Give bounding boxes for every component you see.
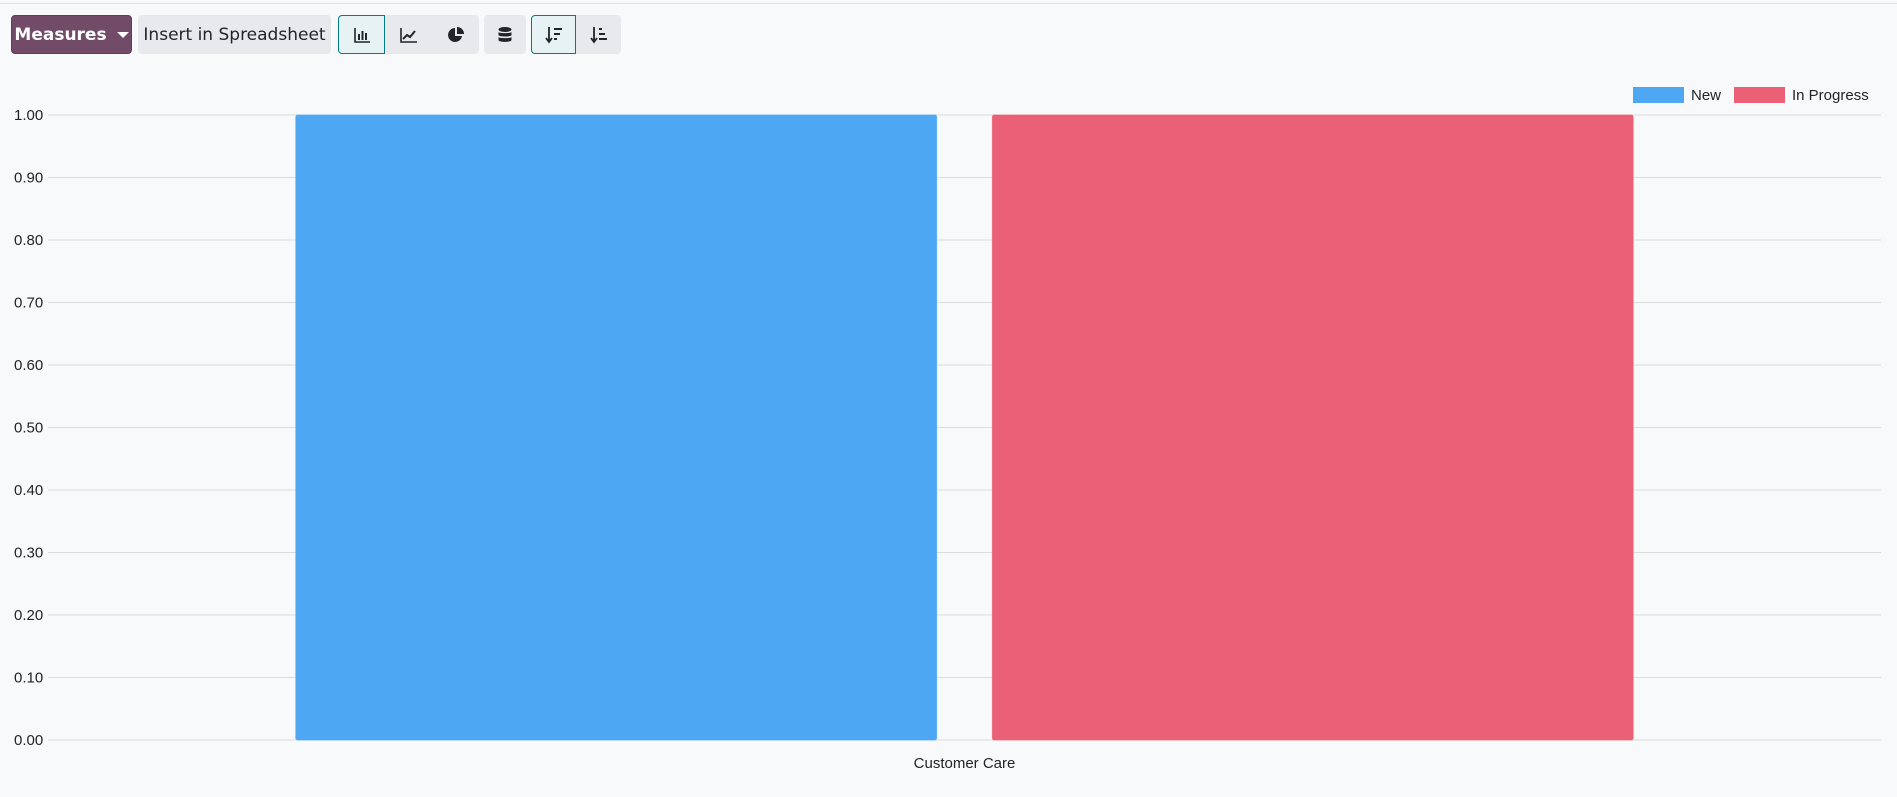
- legend-label: In Progress: [1792, 87, 1869, 104]
- y-tick-label: 0.60: [14, 357, 43, 374]
- stacked-button[interactable]: [484, 15, 526, 54]
- insert-label: Insert in Spreadsheet: [143, 24, 326, 45]
- y-tick-label: 0.80: [14, 232, 43, 249]
- sort-ascending-button[interactable]: [576, 15, 621, 54]
- caret-down-icon: [116, 31, 129, 38]
- y-tick-label: 0.10: [14, 670, 43, 687]
- y-tick-label: 0.50: [14, 420, 43, 437]
- y-tick-label: 1.00: [14, 107, 43, 124]
- sort-ascending-icon: [589, 26, 607, 43]
- sort-descending-button[interactable]: [531, 15, 576, 54]
- bar-in-progress: [991, 114, 1634, 741]
- insert-in-spreadsheet-button[interactable]: Insert in Spreadsheet: [138, 15, 331, 54]
- y-tick-label: 0.00: [14, 732, 43, 749]
- pie-chart-icon: [447, 26, 464, 42]
- y-tick-label: 0.70: [14, 295, 43, 312]
- y-tick-label: 0.90: [14, 170, 43, 187]
- top-divider: [0, 3, 1897, 4]
- line-chart-button[interactable]: [385, 15, 432, 54]
- sort-descending-icon: [544, 26, 562, 43]
- bar-chart-icon: [353, 27, 370, 43]
- database-stack-icon: [498, 26, 512, 42]
- line-chart-icon: [399, 27, 417, 43]
- bar-chart-button[interactable]: [338, 15, 385, 54]
- measures-label: Measures: [14, 24, 107, 45]
- y-tick-label: 0.30: [14, 545, 43, 562]
- legend-swatch: [1734, 87, 1785, 103]
- bar-new: [295, 114, 938, 741]
- pie-chart-button[interactable]: [432, 15, 479, 54]
- y-tick-label: 0.40: [14, 482, 43, 499]
- legend-label: New: [1691, 87, 1721, 104]
- legend-swatch: [1633, 87, 1684, 103]
- x-tick-label: Customer Care: [914, 755, 1016, 772]
- y-tick-label: 0.20: [14, 607, 43, 624]
- measures-dropdown-button[interactable]: Measures: [11, 15, 132, 54]
